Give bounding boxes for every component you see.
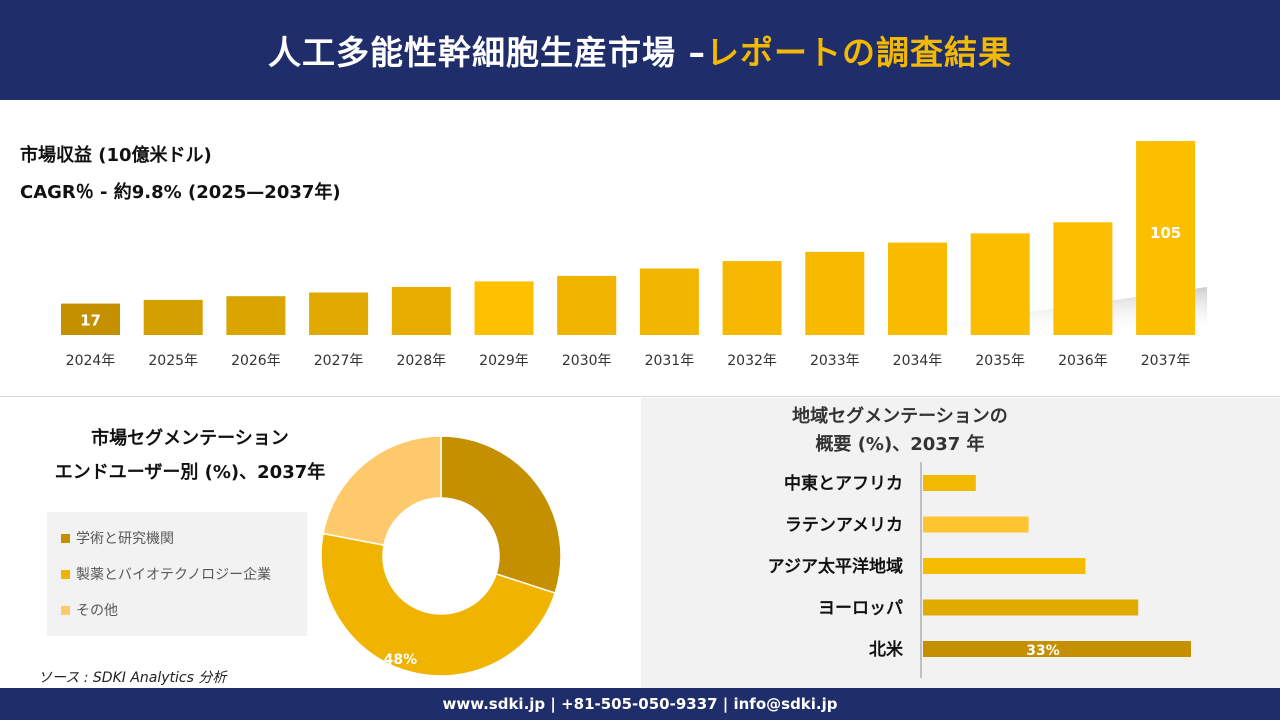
x-tick-label: 2031年 [645, 353, 695, 369]
bar-2027年 [309, 292, 369, 335]
region-bar-2 [923, 516, 1029, 533]
report-title-main: 人工多能性幹細胞生産市場 – [268, 33, 706, 72]
x-tick-label: 2036年 [1058, 353, 1108, 369]
region-category-label: 北米 [869, 639, 904, 660]
legend-swatch-other [61, 605, 70, 615]
contact-footer: www.sdki.jp | +81-505-050-9337 | info@sd… [0, 688, 1280, 720]
end-user-segment-title-line1: 市場セグメンテーション [91, 428, 289, 449]
x-tick-label: 2027年 [314, 353, 364, 369]
legend-item-other: その他 [61, 592, 293, 628]
bar-2035年 [970, 233, 1030, 335]
bar-data-label: 105 [1150, 224, 1181, 242]
x-tick-label: 2035年 [975, 353, 1025, 369]
bar-2030年 [557, 275, 617, 335]
x-tick-label: 2032年 [727, 353, 777, 369]
region-segment-title-line2: 概要 (%)、2037 年 [815, 434, 985, 455]
legend-label-pharma: 製薬とバイオテクノロジー企業 [76, 567, 272, 583]
x-tick-label: 2028年 [396, 353, 446, 369]
x-tick-label: 2024年 [66, 353, 116, 369]
legend-swatch-pharma [61, 569, 70, 579]
legend-swatch-academic [61, 533, 70, 543]
bar-2025年 [143, 299, 203, 335]
bar-2026年 [226, 296, 286, 335]
x-tick-label: 2025年 [148, 353, 198, 369]
bar-2037年 [1136, 141, 1196, 335]
legend-item-pharma: 製薬とバイオテクノロジー企業 [61, 556, 293, 592]
section-divider [0, 396, 1280, 397]
x-tick-label: 2033年 [810, 353, 860, 369]
region-panel [641, 398, 1280, 688]
x-tick-label: 2026年 [231, 353, 281, 369]
source-note: ソース : SDKI Analytics 分析 [38, 670, 227, 686]
report-title: 人工多能性幹細胞生産市場 –レポートの調査結果 [268, 26, 1012, 74]
region-category-label: ヨーロッパ [818, 599, 903, 619]
region-category-label: アジア太平洋地域 [768, 556, 903, 577]
x-tick-label: 2037年 [1141, 353, 1191, 369]
x-tick-label: 2034年 [893, 353, 943, 369]
region-category-label: ラテンアメリカ [785, 516, 903, 536]
bar-2034年 [888, 242, 947, 335]
x-tick-label: 2029年 [479, 353, 529, 369]
legend-label-other: その他 [76, 603, 118, 619]
end-user-donut-chart: 48% [320, 435, 562, 677]
region-bar-3 [923, 558, 1086, 574]
end-user-legend: 学術と研究機関 製薬とバイオテクノロジー企業 その他 [47, 512, 307, 636]
cagr-label: CAGR％ - 約9.8% (2025—2037年) [20, 182, 341, 203]
donut-slice-1 [440, 435, 562, 595]
donut-slice-3 [322, 435, 442, 547]
region-segment-title: 地域セグメンテーションの 概要 (%)、2037 年 [770, 403, 1030, 459]
region-category-label: 中東とアフリカ [784, 473, 903, 494]
legend-item-academic: 学術と研究機関 [61, 520, 293, 556]
report-title-accent: レポートの調査結果 [706, 33, 1012, 72]
bar-2028年 [391, 286, 451, 335]
bar-2033年 [805, 251, 865, 335]
end-user-segment-title: 市場セグメンテーション エンドユーザー別 (%)、2037年 [30, 422, 350, 490]
x-tick-label: 2030年 [562, 353, 612, 369]
contact-info: www.sdki.jp | +81-505-050-9337 | info@sd… [442, 695, 838, 713]
bar-data-label: 17 [80, 311, 101, 329]
market-revenue-bar-chart: 2024年 17 2025年 2026年 2027年 2028年 2029年 2030年 203… [51, 141, 1208, 369]
bar-2031年 [639, 268, 699, 335]
donut-data-label: 48% [384, 652, 418, 668]
revenue-label: 市場収益 (10億米ドル) [20, 145, 212, 166]
region-segment-title-line1: 地域セグメンテーションの [792, 406, 1008, 427]
donut-slice-2 [320, 532, 557, 677]
legend-label-academic: 学術と研究機関 [76, 531, 174, 547]
bar-2036年 [1053, 222, 1113, 335]
end-user-segment-title-line2: エンドユーザー別 (%)、2037年 [54, 462, 326, 483]
bar-2024年 [61, 303, 120, 335]
region-bar-1 [923, 475, 976, 491]
region-bar-5 [923, 641, 1191, 657]
region-bar-4 [923, 599, 1139, 616]
bar-2032年 [722, 261, 782, 335]
report-header: 人工多能性幹細胞生産市場 –レポートの調査結果 [0, 0, 1280, 100]
bar-2029年 [474, 281, 534, 335]
bar-floor-shadow [51, 287, 1208, 335]
region-data-label: 33% [1026, 643, 1060, 659]
